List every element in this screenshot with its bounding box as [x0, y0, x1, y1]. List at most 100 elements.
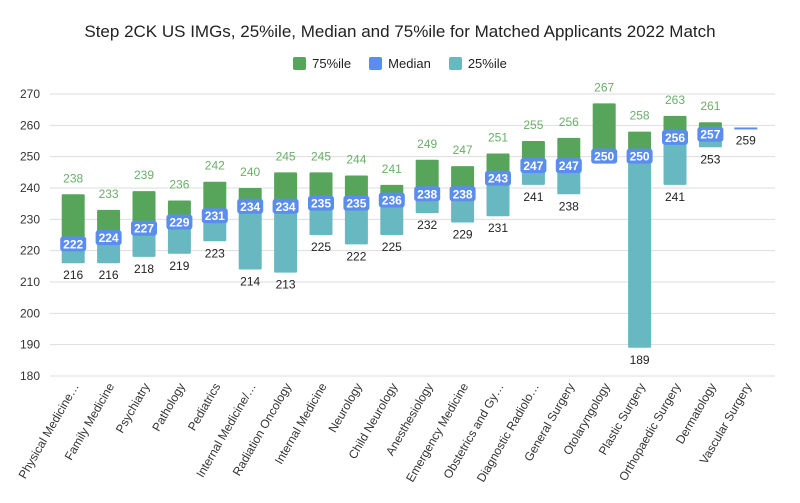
- y-tick-label: 240: [20, 181, 40, 195]
- bar-25ile: [380, 200, 404, 235]
- label-25ile: 241: [523, 190, 543, 204]
- bar-25ile: [274, 206, 298, 273]
- label-median-bg: [449, 186, 476, 202]
- legend: 75%ile Median 25%ile: [0, 56, 800, 71]
- label-25ile: 229: [453, 227, 473, 241]
- label-75ile: 247: [453, 143, 473, 157]
- label-75ile: 249: [417, 137, 437, 151]
- label-75ile: 245: [276, 149, 296, 163]
- label-75ile: 236: [169, 178, 189, 192]
- label-median-bg: [520, 158, 547, 174]
- legend-swatch: [369, 57, 383, 70]
- y-tick-label: 210: [20, 275, 40, 289]
- label-median: 243: [488, 172, 508, 186]
- bar-25ile: [628, 156, 652, 348]
- x-tick-label: Psychiatry: [113, 381, 153, 436]
- label-median-bg: [272, 198, 299, 214]
- bar-75ile: [132, 191, 156, 229]
- label-median-bg: [166, 214, 193, 230]
- bar-25ile: [309, 203, 333, 235]
- label-median: 236: [382, 194, 402, 208]
- bar-75ile: [61, 194, 85, 245]
- bar-25ile: [344, 203, 368, 245]
- label-median-bg: [485, 170, 511, 186]
- bar-75ile: [274, 172, 298, 207]
- bar-25ile: [451, 194, 475, 223]
- label-median: 247: [559, 159, 579, 173]
- y-tick-label: 260: [20, 118, 40, 132]
- label-median-bg: [662, 129, 688, 145]
- y-tick-label: 200: [20, 306, 40, 320]
- label-25ile: 225: [311, 240, 331, 254]
- legend-label: 25%ile: [467, 56, 507, 71]
- label-25ile: 218: [134, 262, 154, 276]
- label-median: 247: [523, 159, 543, 173]
- y-tick-label: 180: [20, 369, 40, 383]
- label-75ile: 256: [559, 115, 579, 129]
- chart-title: Step 2CK US IMGs, 25%ile, Median and 75%…: [84, 22, 716, 41]
- label-25ile: 231: [488, 221, 508, 235]
- x-tick-label: Pathology: [149, 381, 188, 434]
- label-median: 238: [417, 187, 437, 201]
- label-median-bg: [131, 220, 157, 236]
- label-25ile: 241: [665, 190, 685, 204]
- label-median: 227: [134, 222, 154, 236]
- x-tick-label: Physical Medicine…: [16, 381, 82, 482]
- label-75ile: 240: [240, 165, 260, 179]
- label-median: 256: [665, 131, 685, 145]
- label-75ile: 261: [700, 99, 720, 113]
- label-median-bg: [626, 148, 653, 164]
- x-tick-label: Neurology: [326, 381, 365, 435]
- y-tick-label: 250: [20, 150, 40, 164]
- legend-swatch: [293, 57, 307, 70]
- legend-item-median: Median: [369, 56, 431, 71]
- label-75ile: 233: [99, 187, 119, 201]
- label-25ile: 214: [240, 274, 260, 288]
- label-median-bg: [591, 148, 618, 164]
- label-median-bg: [697, 126, 724, 142]
- label-25ile: 189: [630, 353, 650, 367]
- x-tick-label: Diagnostic Radiolo…: [474, 381, 542, 485]
- label-25ile: 223: [205, 246, 225, 260]
- label-median-bg: [201, 208, 228, 224]
- bar-25ile: [486, 178, 510, 217]
- bar-25ile: [238, 206, 262, 270]
- label-25ile: 216: [99, 268, 119, 282]
- label-25ile: 225: [382, 240, 402, 254]
- label-median: 235: [346, 197, 366, 211]
- label-median: 234: [276, 200, 296, 214]
- label-median: 231: [205, 209, 225, 223]
- label-median: 229: [169, 215, 189, 229]
- label-median-bg: [95, 230, 122, 246]
- label-25ile: 222: [346, 249, 366, 263]
- bar-75ile: [203, 181, 227, 217]
- label-median-bg: [414, 186, 441, 202]
- label-median: 257: [700, 128, 720, 142]
- label-75ile: 238: [63, 171, 83, 185]
- label-75ile: 245: [311, 149, 331, 163]
- label-median-bg: [343, 195, 370, 211]
- label-median: 250: [594, 150, 614, 164]
- y-tick-label: 270: [20, 87, 40, 101]
- label-75ile: 263: [665, 93, 685, 107]
- label-median: 250: [630, 150, 650, 164]
- label-25ile: 219: [169, 259, 189, 273]
- y-tick-label: 190: [20, 338, 40, 352]
- label-25ile: 216: [63, 268, 83, 282]
- label-75ile: 258: [630, 109, 650, 123]
- label-75ile: 242: [205, 159, 225, 173]
- label-median: 235: [311, 197, 331, 211]
- label-median-bg: [555, 158, 582, 174]
- label-median-bg: [378, 192, 405, 208]
- label-median: 238: [453, 187, 473, 201]
- label-median: 222: [63, 237, 83, 251]
- legend-label: 75%ile: [312, 56, 352, 71]
- label-75ile: 251: [488, 131, 508, 145]
- label-25ile: 259: [736, 133, 756, 147]
- label-75ile: 255: [523, 118, 543, 132]
- label-median-bg: [237, 198, 264, 214]
- label-median-bg: [60, 236, 87, 252]
- label-25ile: 238: [559, 199, 579, 213]
- bar-median: [734, 127, 758, 130]
